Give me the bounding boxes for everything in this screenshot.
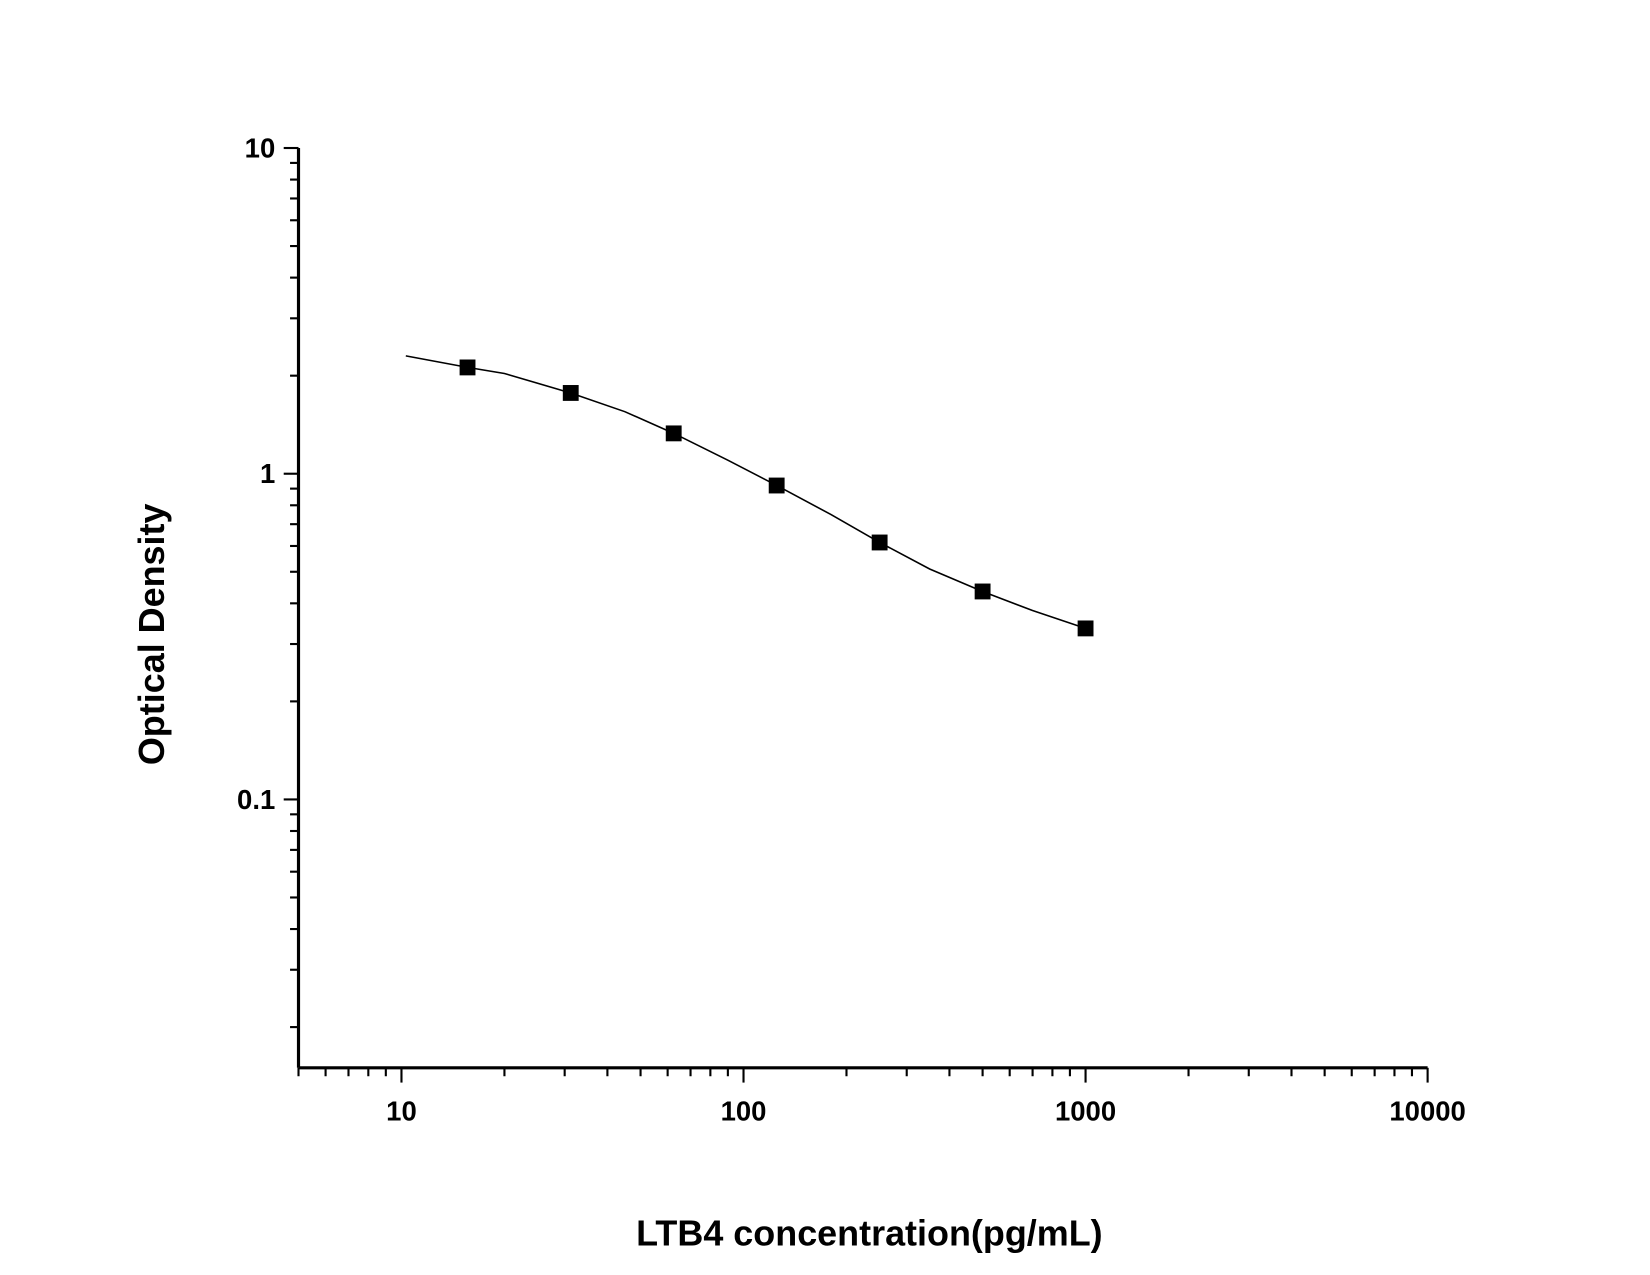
x-tick-label: 10: [386, 1096, 417, 1127]
x-tick-label: 100: [721, 1096, 767, 1127]
data-point: [974, 583, 991, 600]
data-point: [1077, 620, 1094, 637]
y-axis-title: Optical Density: [131, 504, 172, 766]
data-point: [459, 359, 476, 376]
y-tick-label: 1: [260, 458, 275, 489]
x-axis-title: LTB4 concentration(pg/mL): [636, 1212, 1103, 1253]
data-point: [871, 534, 888, 551]
fit-curve: [405, 355, 1086, 630]
x-tick-label: 10000: [1389, 1096, 1465, 1127]
data-point: [562, 385, 579, 401]
x-tick-label: 1000: [1055, 1096, 1116, 1127]
y-tick-label: 0.1: [237, 784, 275, 815]
data-point: [665, 425, 682, 442]
y-tick-label: 10: [245, 133, 276, 164]
data-point: [768, 477, 785, 494]
